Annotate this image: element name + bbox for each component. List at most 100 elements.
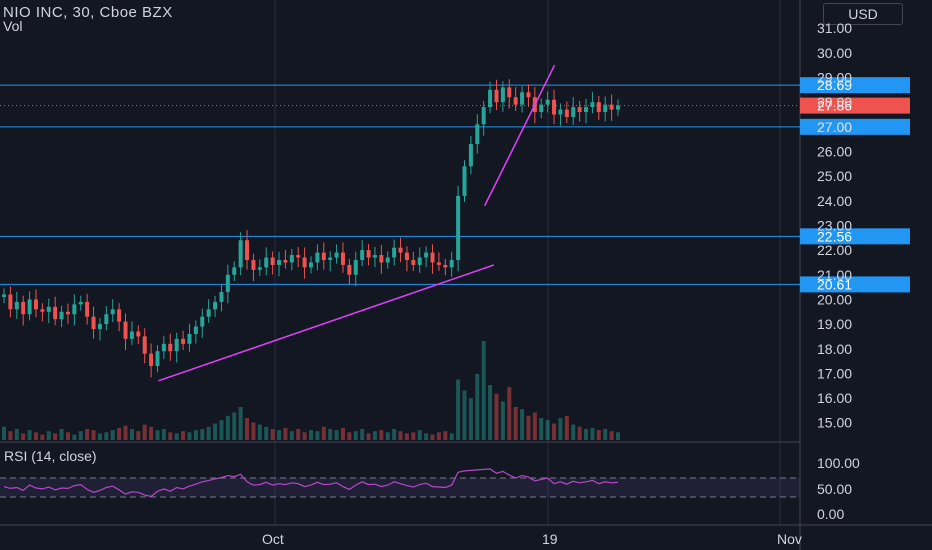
volume-bar: [309, 430, 313, 440]
price-tick-label: 24.00: [817, 193, 852, 209]
volume-bar: [296, 429, 301, 440]
candle-body: [123, 321, 128, 339]
volume-bar: [251, 422, 256, 440]
volume-bar: [340, 427, 345, 440]
volume-bar: [424, 433, 429, 440]
volume-bar: [264, 426, 269, 440]
candle-body: [360, 250, 365, 260]
price-axis[interactable]: 15.00 16.00 17.00 18.00 19.00 20.00 21.00 22.00…: [817, 20, 852, 431]
volume-bar: [206, 426, 211, 440]
volume-bar: [372, 431, 377, 440]
candle-body: [155, 351, 160, 367]
price-tick-label: 25.00: [817, 168, 852, 184]
volume-bar: [494, 393, 499, 440]
volume-bar: [616, 432, 620, 440]
price-tick-label: 27.00: [817, 119, 852, 135]
volume-bar: [526, 415, 531, 440]
volume-bar: [277, 430, 282, 440]
volume-bar: [315, 431, 320, 440]
candle-body: [456, 195, 461, 260]
candle-body: [161, 343, 166, 352]
volume-bar: [404, 433, 409, 440]
candle-body: [142, 336, 147, 354]
volume-bar: [430, 434, 435, 440]
candle-body: [596, 102, 601, 113]
candle-body: [219, 292, 224, 302]
candle-body: [513, 97, 518, 105]
price-tick-label: 17.00: [817, 365, 852, 381]
volume-bar: [161, 429, 166, 440]
rsi-tick-label: 0.00: [817, 506, 844, 522]
volume-bar: [603, 429, 608, 440]
volume-bar: [149, 426, 154, 440]
volume-bar: [2, 426, 6, 440]
volume-bar: [475, 374, 480, 440]
candle-body: [40, 309, 45, 312]
candle-body: [213, 301, 218, 310]
candle-body: [545, 99, 550, 105]
level-label: 20.61: [817, 276, 852, 292]
candle-body: [206, 309, 211, 317]
volume-bar: [65, 432, 70, 440]
volume-bar: [321, 426, 326, 440]
candle-body: [232, 267, 237, 275]
candle-body: [494, 89, 499, 103]
volume-bar: [219, 420, 224, 440]
volume-bar: [302, 432, 307, 440]
volume-bar: [411, 432, 416, 440]
candle-body: [117, 309, 122, 322]
volume-bar: [104, 432, 109, 440]
volume-label: Vol: [3, 18, 23, 34]
volume-bar: [238, 407, 243, 440]
candle-body: [91, 316, 96, 330]
volume-bar: [27, 430, 32, 440]
currency-button[interactable]: USD: [823, 3, 903, 25]
time-axis[interactable]: Oct 19 Nov: [262, 531, 802, 547]
volume-bar: [174, 433, 179, 440]
price-tick-label: 19.00: [817, 316, 852, 332]
candle-body: [539, 104, 544, 113]
volume-bar: [283, 427, 288, 440]
volume-bar: [225, 415, 230, 440]
candle-body: [366, 250, 371, 258]
trendline: [158, 264, 495, 382]
candle-body: [526, 92, 531, 98]
candle-body: [85, 301, 90, 317]
volume-bar: [136, 431, 141, 440]
candle-body: [424, 252, 429, 258]
candle-body: [436, 262, 441, 265]
candle-body: [53, 306, 58, 320]
volume-bar: [232, 412, 237, 440]
candle-body: [72, 304, 77, 315]
volume-bar: [213, 423, 218, 440]
trendlines[interactable]: [158, 64, 556, 382]
candle-body: [104, 314, 109, 325]
volume-bar: [532, 412, 537, 440]
rsi-tick-label: 50.00: [817, 481, 852, 497]
volume-bar: [33, 432, 38, 440]
level-label-box: [800, 276, 910, 293]
price-levels: 28.69 22.56 20.61 27.00 27.86: [0, 77, 910, 293]
price-tick-label: 18.00: [817, 341, 852, 357]
candle-body: [488, 89, 493, 108]
candle-body: [481, 107, 486, 125]
time-tick-label: Oct: [262, 531, 284, 547]
volume-bar: [334, 430, 339, 440]
candle-body: [584, 107, 589, 113]
volume-bar: [449, 433, 454, 440]
price-tick-label: 22.00: [817, 242, 852, 258]
volume-bar: [72, 434, 77, 440]
candle-body: [181, 338, 186, 344]
chart-header-title: NIO INC, 30, Cboe BZX: [3, 4, 173, 21]
candle-body: [97, 324, 102, 330]
candle-body: [347, 264, 352, 275]
volume-bar: [590, 427, 595, 440]
candle-body: [59, 311, 64, 320]
candle-body: [411, 259, 416, 265]
candle-body: [500, 87, 505, 103]
volume-bar: [539, 418, 544, 440]
rsi-line: [3, 468, 619, 498]
candle-body: [564, 109, 569, 117]
volume-bar: [8, 431, 13, 440]
